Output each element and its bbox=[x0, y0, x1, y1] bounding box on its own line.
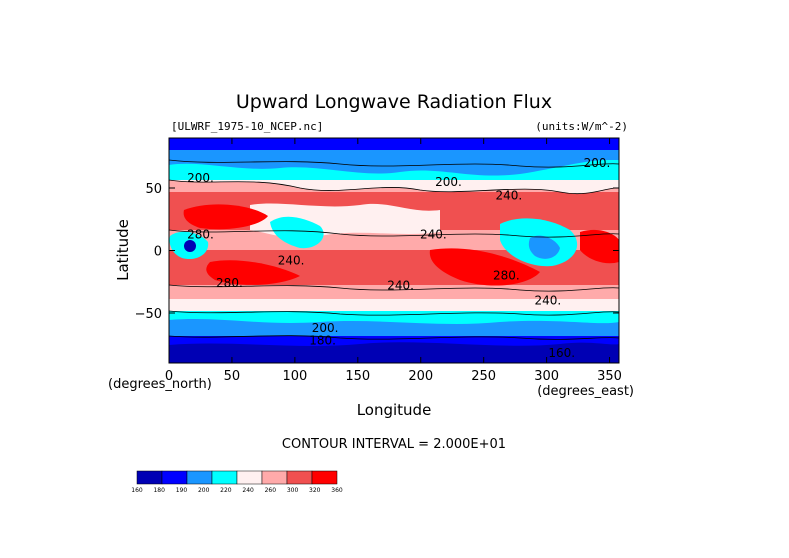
contour-label: 280. bbox=[493, 269, 520, 283]
colorbar: 160 180 190 200 220 240 260 300 320 360 bbox=[131, 470, 343, 494]
contour-label: 280. bbox=[216, 276, 243, 290]
x-tick-label: 200 bbox=[408, 369, 433, 384]
south-dark-wave bbox=[169, 342, 619, 351]
x-tick-label: 100 bbox=[282, 369, 307, 384]
contour-label: 240. bbox=[420, 227, 447, 241]
colorbar-tick-label: 320 bbox=[309, 487, 321, 494]
colorbar-tick-label: 220 bbox=[220, 487, 232, 494]
africa-cyan-region bbox=[270, 216, 324, 249]
colorbar-tick-label: 200 bbox=[198, 487, 210, 494]
colorbar-swatch bbox=[311, 470, 338, 485]
x-axis-title: Longitude bbox=[357, 401, 432, 419]
x-tick-label: 0 bbox=[165, 369, 173, 384]
contour-label-group: 200. 200. 240. 200. 280. 240. 240. 280. 240. 280.… bbox=[187, 156, 610, 360]
colorbar-tick-label: 160 bbox=[131, 487, 143, 494]
colorbar-tick-label: 240 bbox=[242, 487, 254, 494]
contour-label: 180. bbox=[309, 334, 336, 348]
colorbar-swatch bbox=[211, 470, 238, 485]
dataset-label: [ULWRF_1975-10_NCEP.nc] bbox=[171, 120, 323, 133]
contour-interval-label: CONTOUR INTERVAL = 2.000E+01 bbox=[282, 437, 506, 452]
band-north-pole bbox=[169, 138, 619, 150]
contour-label: 200. bbox=[312, 321, 339, 335]
units-label: (units:W/m^-2) bbox=[535, 120, 628, 133]
colorbar-swatch bbox=[261, 470, 288, 485]
y-axis: −50 0 50 bbox=[135, 182, 619, 322]
y-tick-label: 0 bbox=[154, 245, 162, 260]
band-south-mid1 bbox=[169, 299, 619, 311]
contour-label: 240. bbox=[387, 279, 414, 293]
contour-label: 200. bbox=[584, 156, 611, 170]
y-tick-label: 50 bbox=[145, 182, 162, 197]
colorbar-tick-label: 260 bbox=[265, 487, 277, 494]
colorbar-swatch bbox=[136, 470, 163, 485]
x-tick-label: 150 bbox=[345, 369, 370, 384]
contour-label: 240. bbox=[278, 254, 305, 268]
colorbar-swatch bbox=[161, 470, 188, 485]
y-tick-label: −50 bbox=[135, 307, 162, 322]
colorbar-tick-label: 180 bbox=[153, 487, 165, 494]
chart-title: Upward Longwave Radiation Flux bbox=[236, 91, 552, 113]
colorbar-tick-label: 300 bbox=[287, 487, 299, 494]
colorbar-swatch bbox=[286, 470, 313, 485]
north-africa-hotspot bbox=[183, 204, 268, 230]
x-unit-label: (degrees_east) bbox=[537, 384, 634, 399]
plot-area: 200. 200. 240. 200. 280. 240. 240. 280. 240. 280.… bbox=[169, 138, 619, 363]
x-tick-label: 350 bbox=[597, 369, 622, 384]
west-dark-core bbox=[184, 240, 196, 252]
band-south-pole bbox=[169, 351, 619, 363]
east-hotspot bbox=[580, 229, 619, 264]
pacific-hotspot bbox=[429, 248, 540, 286]
band-south-subtropic bbox=[169, 285, 619, 299]
contour-label: 240. bbox=[535, 294, 562, 308]
north-white-wave bbox=[169, 180, 619, 194]
contour-label: 200. bbox=[435, 175, 462, 189]
south-blue-wave bbox=[169, 319, 619, 326]
contour-label: 240. bbox=[496, 189, 523, 203]
colorbar-tick-label: 360 bbox=[331, 487, 343, 494]
south-africa-hotspot bbox=[206, 260, 300, 285]
south-america-blue-core bbox=[528, 235, 560, 259]
x-tick-label: 250 bbox=[471, 369, 496, 384]
y-unit-label: (degrees_north) bbox=[108, 377, 212, 392]
band-south-high bbox=[169, 326, 619, 336]
contour-label: 160. bbox=[548, 346, 575, 360]
north-blue-wave bbox=[169, 150, 619, 176]
colorbar-swatch bbox=[186, 470, 213, 485]
colorbar-tick-label: 190 bbox=[176, 487, 188, 494]
x-axis: 0 50 100 150 200 250 300 350 bbox=[165, 138, 622, 384]
contour-label: 200. bbox=[187, 171, 214, 185]
x-tick-label: 50 bbox=[224, 369, 241, 384]
contour-label: 280. bbox=[187, 227, 214, 241]
y-axis-title: Latitude bbox=[114, 219, 132, 281]
x-tick-label: 300 bbox=[534, 369, 559, 384]
colorbar-swatch bbox=[236, 470, 263, 485]
